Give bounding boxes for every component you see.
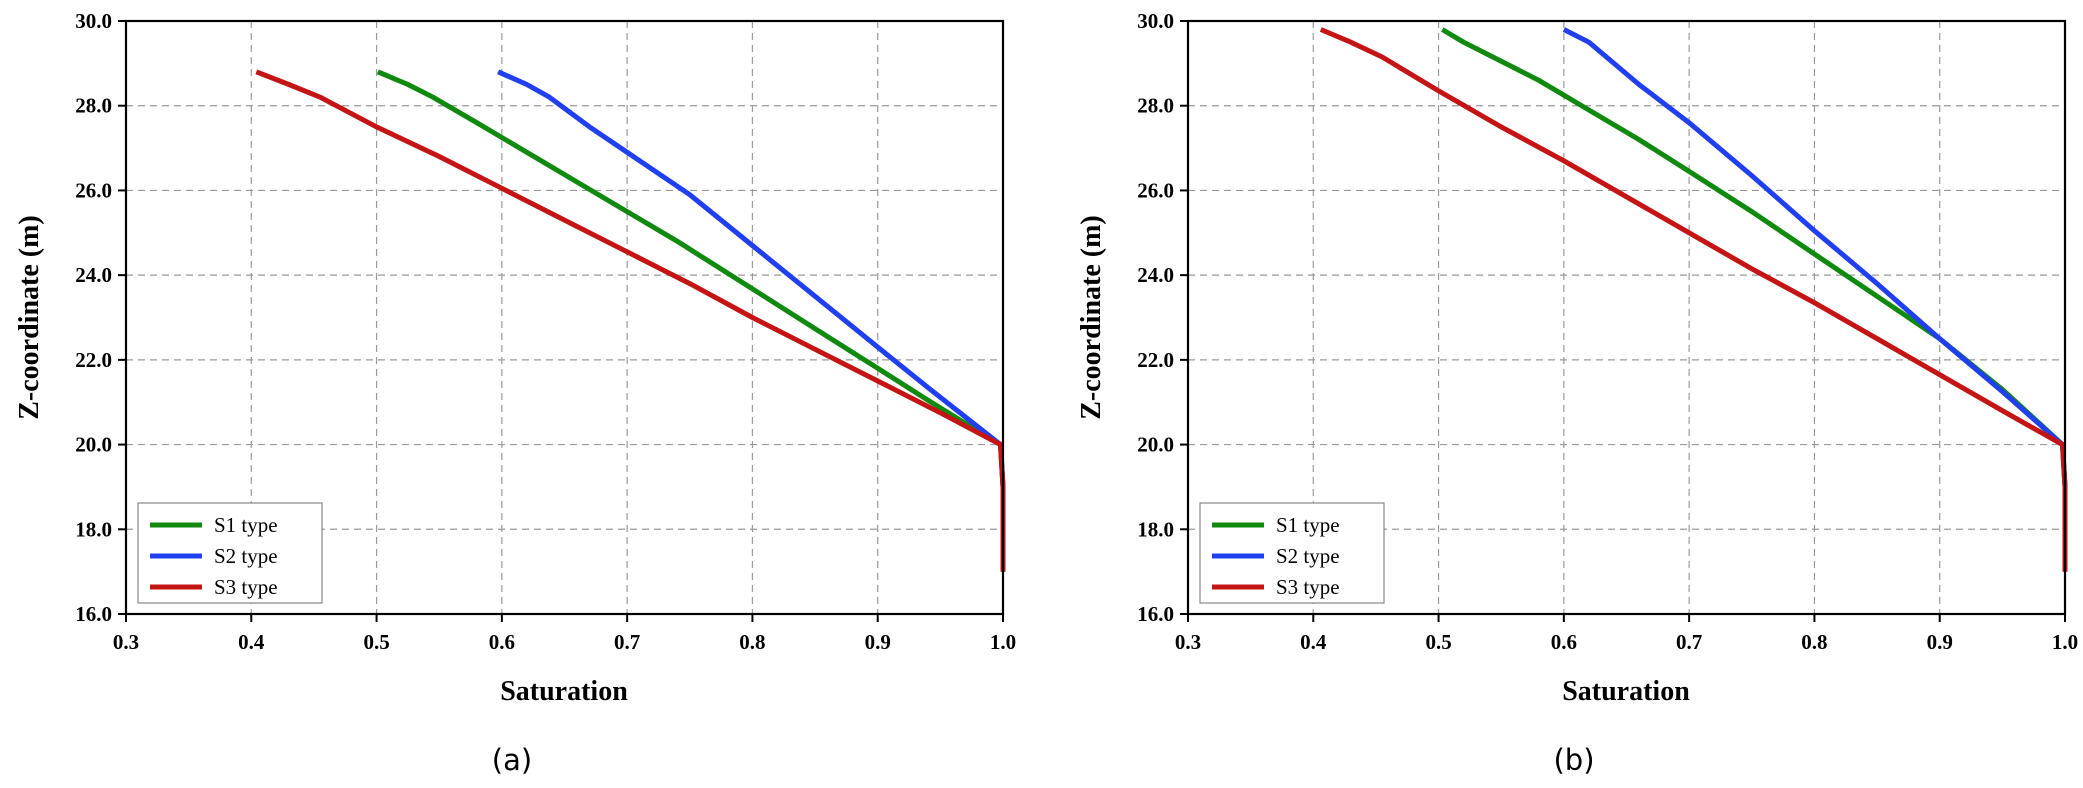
y-tick-label: 20.0	[1137, 433, 1174, 457]
x-tick-label: 0.5	[1425, 630, 1451, 654]
x-axis-title: Saturation	[500, 676, 628, 707]
y-axis-title: Z-coordinate (m)	[14, 215, 45, 420]
y-tick-label: 18.0	[1137, 517, 1174, 541]
x-tick-label: 0.8	[1801, 630, 1827, 654]
y-tick-label: 22.0	[1137, 348, 1174, 372]
chart-panel-b: 0.3 0.4 0.5 0.6 0.7 0.8 0.9 1.0 16.0 18.0 20.0 22.0…	[1076, 9, 2078, 777]
y-tick-label: 26.0	[75, 178, 112, 202]
x-tick-label: 0.9	[1927, 630, 1953, 654]
legend: S1 type S2 type S3 type	[1199, 502, 1385, 604]
y-tick-label: 24.0	[1137, 263, 1174, 287]
y-tick-label: 20.0	[75, 433, 112, 457]
chart-panel-a: 0.3 0.4 0.5 0.6 0.7 0.8 0.9 1.0 16.0 18.0 20.0 22.0…	[14, 9, 1016, 777]
legend-label: S3 type	[214, 575, 278, 599]
panel-caption: (a)	[492, 743, 532, 777]
series-line-s1-type	[1441, 27, 2068, 572]
x-tick-label: 1.0	[990, 630, 1016, 654]
x-tick-label: 0.7	[614, 630, 640, 654]
y-tick-label: 22.0	[75, 348, 112, 372]
y-tick-label: 16.0	[1137, 602, 1174, 626]
x-tick-label: 1.0	[2052, 630, 2078, 654]
legend: S1 type S2 type S3 type	[137, 502, 323, 604]
legend-label: S1 type	[1276, 513, 1340, 537]
series-line-s3-type	[255, 69, 1006, 572]
legend-label: S1 type	[214, 513, 278, 537]
x-tick-label: 0.9	[865, 630, 891, 654]
x-tick-label: 0.3	[1175, 630, 1201, 654]
plot-frame	[124, 19, 1005, 616]
y-tick-label: 24.0	[75, 263, 112, 287]
y-tick-label: 16.0	[75, 602, 112, 626]
x-tick-label: 0.6	[489, 630, 515, 654]
panel-caption: (b)	[1553, 743, 1594, 777]
x-tick-label: 0.3	[113, 630, 139, 654]
x-tick-label: 0.4	[238, 630, 265, 654]
y-tick-label: 18.0	[75, 517, 112, 541]
x-tick-label: 0.4	[1300, 630, 1327, 654]
y-tick-label: 30.0	[1137, 9, 1174, 33]
y-tick-label: 28.0	[1137, 94, 1174, 118]
x-tick-label: 0.7	[1676, 630, 1702, 654]
series-line-s3-type	[1319, 27, 2068, 572]
x-tick-label: 0.6	[1551, 630, 1577, 654]
x-tick-label: 0.8	[739, 630, 765, 654]
legend-label: S2 type	[1276, 544, 1340, 568]
y-axis-title: Z-coordinate (m)	[1076, 215, 1107, 420]
y-tick-label: 28.0	[75, 94, 112, 118]
plot-frame	[1186, 19, 2067, 616]
x-axis-title: Saturation	[1562, 676, 1690, 707]
y-tick-label: 26.0	[1137, 178, 1174, 202]
series-line-s2-type	[497, 69, 1006, 572]
x-tick-label: 0.5	[363, 630, 389, 654]
legend-label: S2 type	[214, 544, 278, 568]
y-tick-label: 30.0	[75, 9, 112, 33]
legend-label: S3 type	[1276, 575, 1340, 599]
series-line-s1-type	[376, 69, 1006, 572]
